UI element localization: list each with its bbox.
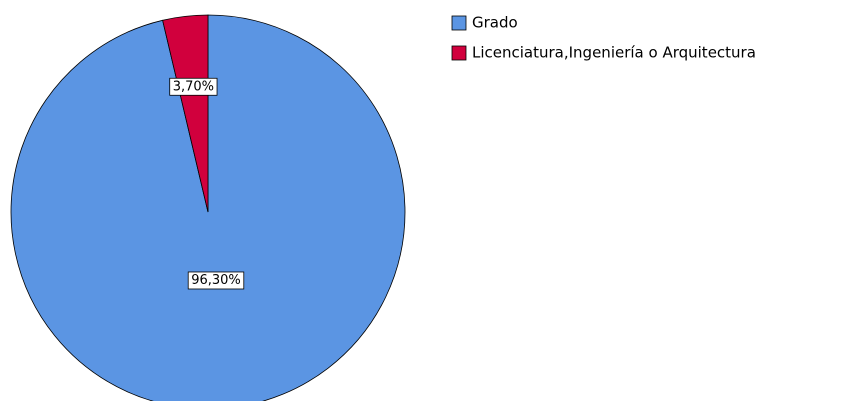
pie-slice <box>10 14 406 401</box>
legend-label: Grado <box>472 14 518 32</box>
legend-swatch <box>451 15 467 31</box>
value-label-box <box>187 271 245 290</box>
value-label: 96,30% <box>187 271 245 290</box>
legend-label: Licenciatura,Ingeniería o Arquitectura <box>472 44 756 62</box>
value-label-text: 3,70% <box>173 79 214 94</box>
value-label-box <box>169 77 218 96</box>
legend-swatch <box>451 45 467 61</box>
value-label: 3,70% <box>169 77 218 96</box>
value-label-text: 96,30% <box>191 273 241 288</box>
pie-slice <box>162 14 209 213</box>
